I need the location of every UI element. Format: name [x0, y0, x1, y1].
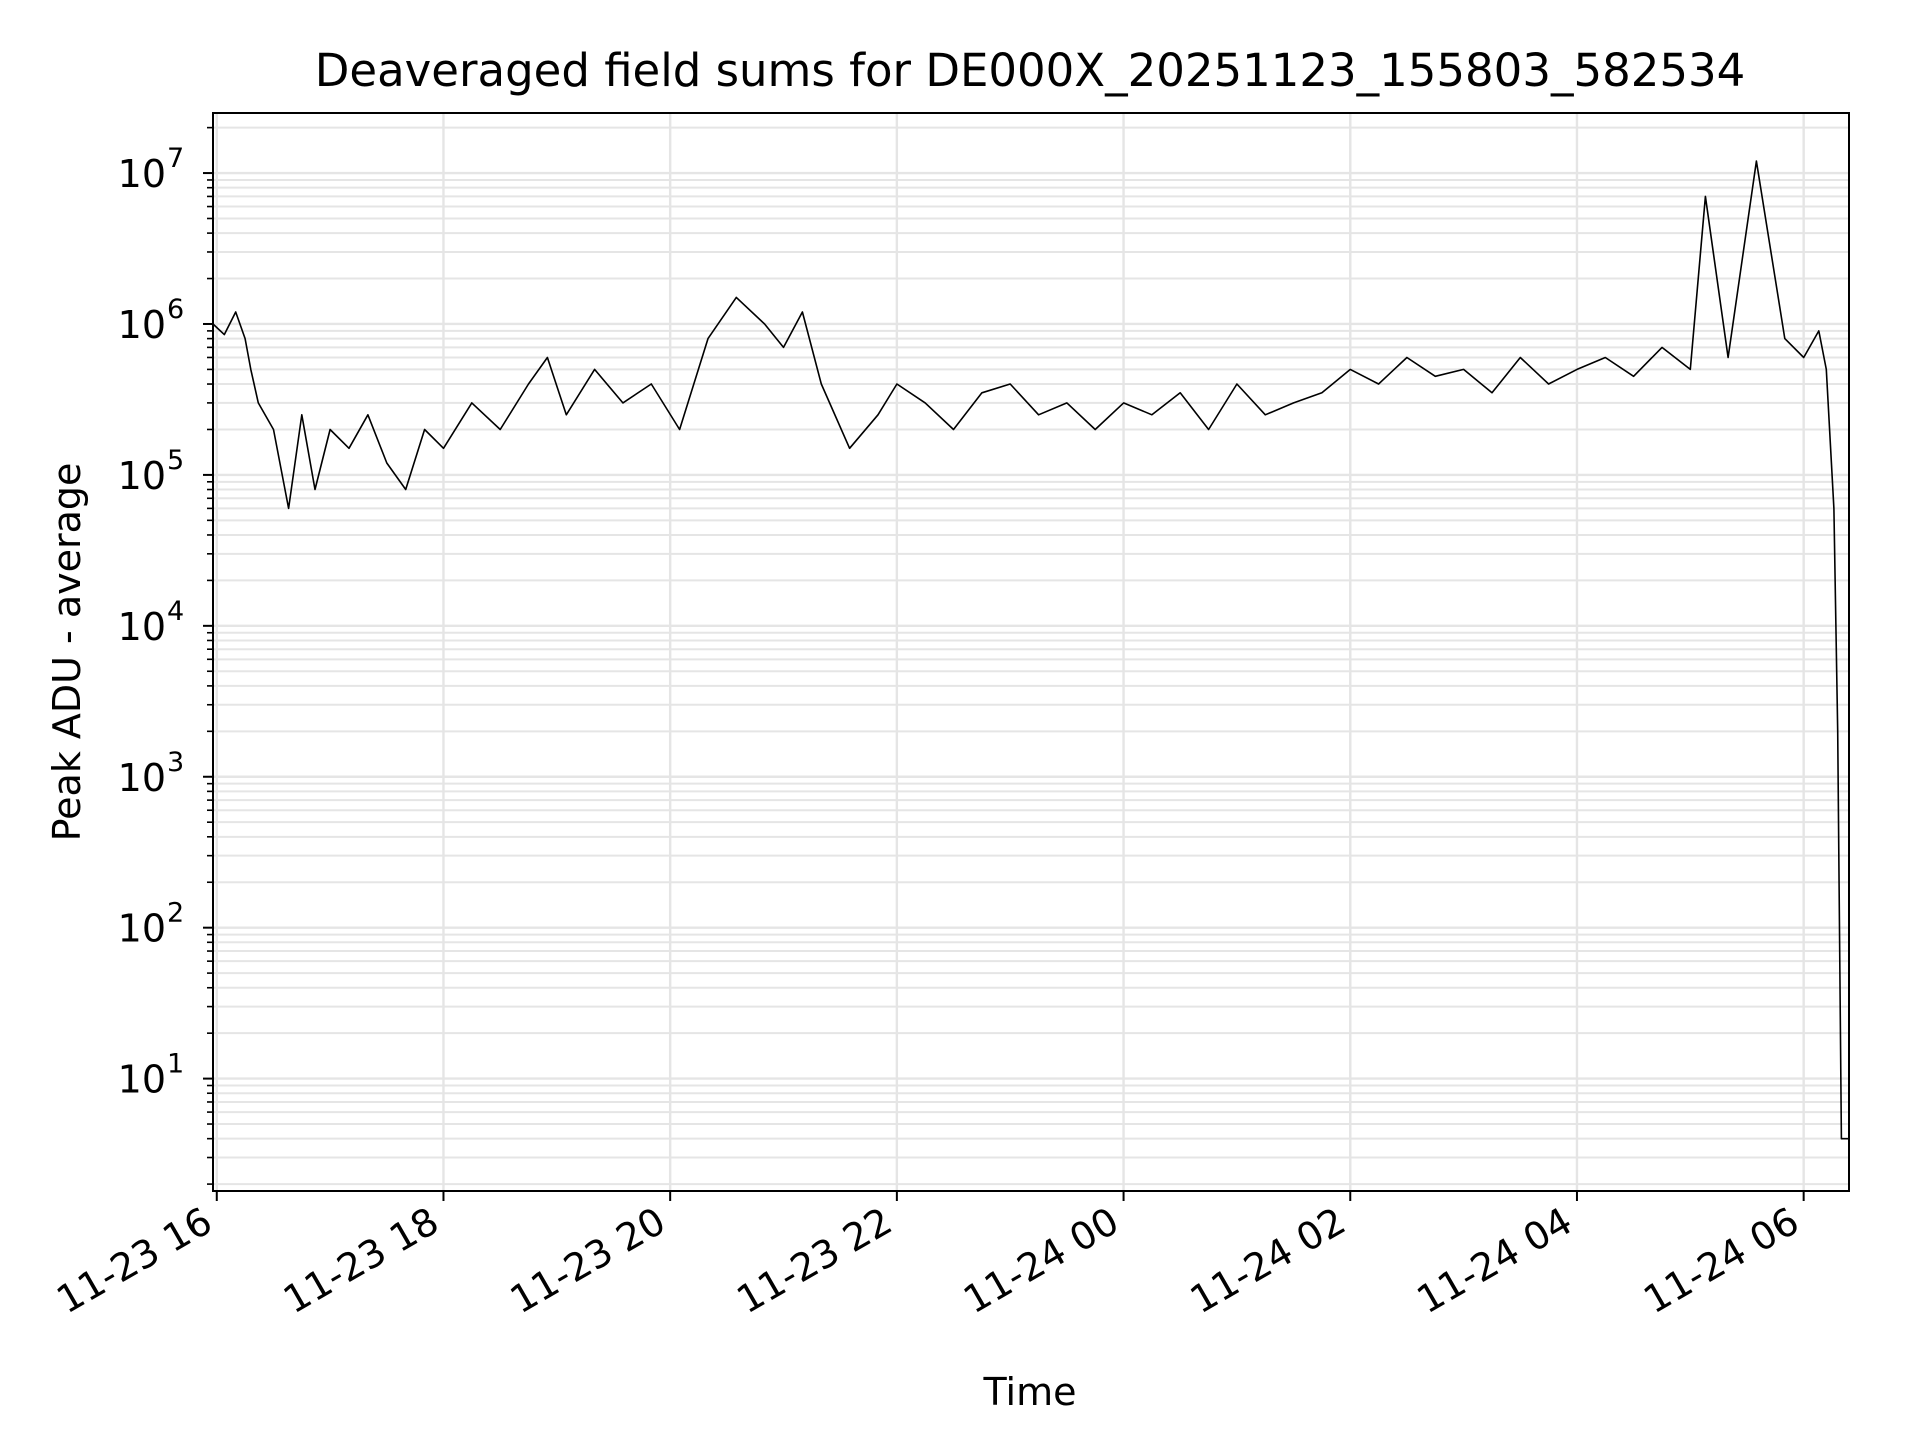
y-tick-label-exponent: 7 [167, 143, 184, 174]
y-tick-label: 10 4 [118, 596, 185, 649]
y-tick-label-exponent: 6 [167, 294, 184, 325]
y-tick-label: 10 7 [118, 143, 185, 196]
y-tick-label: 10 6 [118, 294, 185, 347]
series-line [212, 160, 1849, 1140]
y-tick-label-exponent: 3 [167, 747, 184, 778]
y-tick-label-base: 10 [118, 605, 166, 649]
y-tick-label-exponent: 4 [167, 596, 184, 627]
y-tick-label: 10 2 [118, 898, 185, 951]
y-tick-label: 10 1 [118, 1049, 185, 1102]
plot-frame [212, 112, 1850, 1192]
y-tick-label-base: 10 [118, 756, 166, 800]
series-layer [212, 160, 1849, 1140]
y-tick-label: 10 3 [118, 747, 185, 800]
y-tick-label-exponent: 1 [167, 1049, 184, 1080]
y-tick-label-base: 10 [118, 454, 166, 498]
x-axis-label: Time [983, 1370, 1077, 1414]
y-tick-label: 10 5 [118, 445, 185, 498]
y-tick-label-base: 10 [118, 152, 166, 196]
grid [213, 113, 1849, 1191]
y-tick-label-base: 10 [118, 907, 166, 951]
y-tick-label-exponent: 2 [167, 898, 184, 929]
y-tick-label-base: 10 [118, 1058, 166, 1102]
y-tick-label-exponent: 5 [167, 445, 184, 476]
chart-title: Deaveraged field sums for DE000X_2025112… [315, 44, 1745, 97]
y-axis-label: Peak ADU - average [45, 463, 89, 842]
y-tick-label-base: 10 [118, 303, 166, 347]
